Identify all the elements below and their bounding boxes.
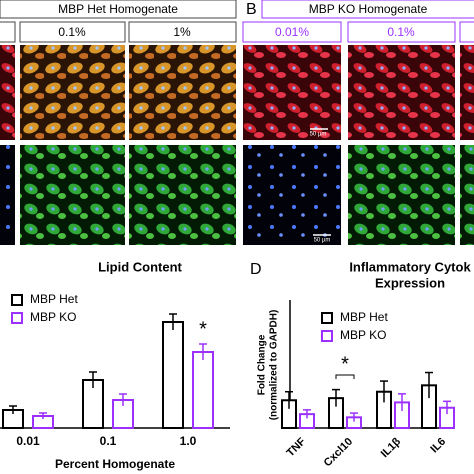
- panel-b-images: B MBP KO Homogenate 0.01% 0.1% 50 µm 50 …: [242, 0, 474, 245]
- error-bar: [443, 400, 451, 415]
- chart-title: Expression: [375, 275, 445, 290]
- error-bar: [39, 412, 47, 419]
- error-bar: [303, 409, 311, 419]
- x-tick-label: 0.01: [16, 434, 40, 448]
- column-box: [242, 21, 342, 43]
- panel-header: MBP KO Homogenate: [309, 2, 428, 16]
- error-bar: [119, 393, 127, 406]
- micrograph: [348, 145, 455, 245]
- panel-a-images: MBP Het Homogenate 0.1% 1%: [0, 0, 237, 245]
- micrograph: [20, 45, 125, 140]
- y-axis-label: (normalized to GAPDH): [269, 310, 280, 421]
- column-box: [0, 21, 16, 43]
- column-box: [459, 21, 474, 43]
- error-bar: [169, 313, 177, 330]
- legend-swatch: [321, 330, 333, 342]
- legend-label: MBP Het: [30, 292, 78, 306]
- micrograph: [348, 45, 455, 140]
- error-bar: [380, 380, 388, 403]
- error-bar: [350, 412, 358, 422]
- micrograph: [0, 45, 15, 140]
- micrograph: [460, 45, 474, 140]
- x-tick-label: Cxcl10: [322, 436, 356, 470]
- bar: [192, 351, 214, 429]
- column-label: 0.1%: [387, 25, 415, 39]
- micrograph: [20, 145, 125, 245]
- micrograph: [243, 45, 341, 140]
- legend-label: MBP KO: [30, 310, 76, 324]
- annotation: *: [341, 353, 349, 375]
- scale-bar-label: 50 µm: [314, 238, 331, 244]
- error-bar: [398, 393, 406, 411]
- micrograph: [129, 45, 236, 140]
- error-bar: [285, 390, 293, 409]
- micrograph: [0, 145, 15, 245]
- header-box: [261, 0, 474, 19]
- error-bar: [425, 371, 433, 399]
- error-bar: [9, 405, 17, 414]
- panel-label: D: [250, 261, 262, 278]
- column-box: [19, 21, 126, 43]
- header-box: [0, 0, 237, 19]
- micrograph: [129, 145, 236, 245]
- chart-title: Lipid Content: [98, 259, 182, 274]
- column-label: 1%: [173, 25, 191, 39]
- significance-bracket: [335, 374, 355, 379]
- x-tick-label: IL6: [428, 436, 448, 456]
- panel-label: B: [246, 1, 257, 18]
- legend-swatch: [321, 312, 333, 324]
- micrograph: [243, 145, 341, 245]
- legend-label: MBP KO: [340, 328, 386, 342]
- bar: [162, 321, 184, 429]
- column-label: 0.01%: [275, 25, 309, 39]
- y-axis-label: Fold Change: [257, 334, 268, 395]
- chart-title: Inflammatory Cytok: [349, 259, 471, 274]
- micrograph: [460, 145, 474, 245]
- error-bar: [89, 371, 97, 388]
- legend-label: MBP Het: [340, 310, 388, 324]
- scale-bar-label: 50 µm: [310, 132, 327, 138]
- panel-header: MBP Het Homogenate: [58, 2, 178, 16]
- x-tick-label: 1.0: [180, 434, 197, 448]
- error-bar: [332, 388, 340, 407]
- x-axis-label: Percent Homogenate: [55, 457, 175, 471]
- annotation: *: [199, 318, 207, 340]
- x-tick-label: IL1β: [379, 435, 404, 460]
- x-tick-label: TNF: [285, 435, 309, 459]
- column-label: 0.1%: [58, 25, 86, 39]
- column-box: [347, 21, 456, 43]
- x-tick-label: 0.1: [100, 434, 117, 448]
- legend-swatch: [11, 294, 23, 306]
- legend-swatch: [11, 312, 23, 324]
- error-bar: [199, 343, 207, 360]
- column-box: [128, 21, 237, 43]
